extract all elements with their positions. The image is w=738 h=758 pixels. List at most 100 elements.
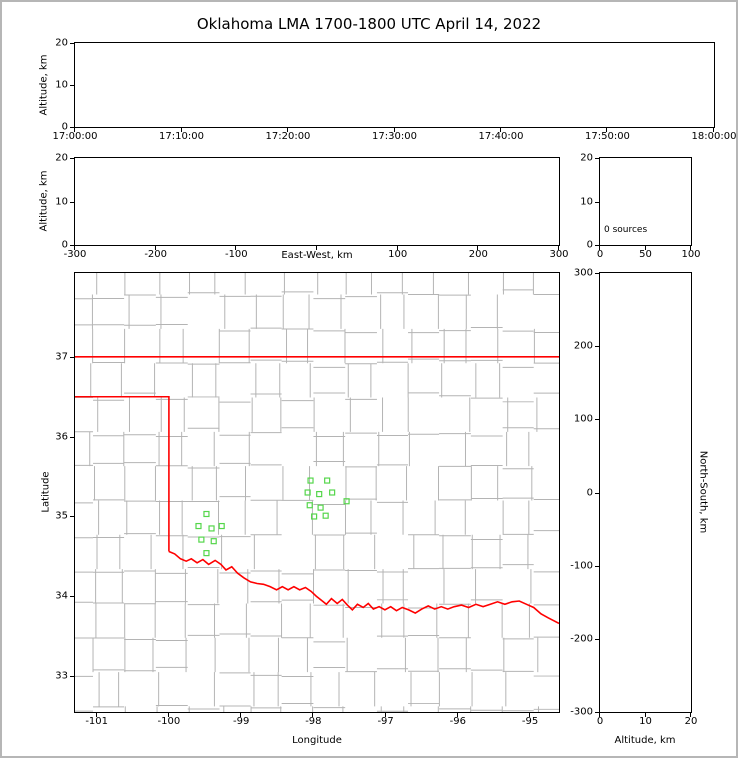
oklahoma-map bbox=[75, 273, 559, 712]
y-tick-mark bbox=[70, 158, 74, 159]
x-tick-label: -100 bbox=[157, 716, 181, 727]
x-tick-label: -101 bbox=[85, 716, 109, 727]
y-tick-mark bbox=[595, 245, 599, 246]
y-tick-mark bbox=[595, 419, 599, 421]
x-tick-label: 100 bbox=[388, 249, 408, 260]
x-tick-mark bbox=[690, 246, 691, 250]
y-tick-label: 34 bbox=[55, 590, 68, 602]
lma-station-marker bbox=[203, 550, 210, 557]
y-tick-mark bbox=[70, 356, 74, 358]
lma-station-marker bbox=[198, 536, 205, 543]
y-tick-mark bbox=[70, 43, 74, 44]
ew-panel-ylabel: Altitude, km bbox=[38, 170, 50, 232]
x-tick-mark bbox=[644, 246, 646, 250]
y-tick-label: 300 bbox=[573, 267, 593, 279]
y-tick-label: 0 bbox=[586, 239, 593, 251]
y-tick-mark bbox=[70, 436, 74, 438]
y-tick-label: -200 bbox=[570, 633, 593, 645]
y-tick-mark bbox=[595, 638, 599, 640]
x-tick-mark bbox=[74, 128, 75, 132]
y-tick-label: 100 bbox=[573, 413, 593, 425]
y-tick-mark bbox=[70, 516, 74, 518]
lma-station-marker bbox=[322, 512, 329, 519]
lma-station-marker bbox=[324, 477, 331, 484]
x-tick-mark bbox=[180, 128, 182, 132]
x-tick-label: -100 bbox=[224, 249, 248, 260]
x-tick-mark bbox=[316, 246, 317, 250]
x-tick-label: 10 bbox=[639, 716, 652, 727]
y-tick-mark bbox=[70, 676, 74, 678]
y-tick-label: 20 bbox=[55, 152, 68, 164]
y-tick-label: 36 bbox=[55, 431, 68, 443]
map-xlabel: Longitude bbox=[292, 735, 342, 746]
x-tick-label: -95 bbox=[521, 716, 539, 727]
x-tick-label: 17:50:00 bbox=[585, 131, 630, 142]
x-tick-label: -97 bbox=[377, 716, 394, 727]
y-tick-label: 0 bbox=[61, 239, 68, 251]
x-tick-mark bbox=[286, 128, 288, 132]
x-tick-label: 50 bbox=[639, 249, 652, 260]
lma-station-marker bbox=[195, 522, 202, 530]
x-tick-mark bbox=[154, 246, 156, 250]
panel-northsouth-altitude: 0 10 20 -300 -200 -100 0 100 200 300 bbox=[570, 268, 697, 728]
x-tick-mark bbox=[644, 713, 646, 717]
y-tick-mark bbox=[70, 245, 74, 246]
y-tick-label: 37 bbox=[55, 351, 68, 363]
y-tick-mark bbox=[595, 158, 599, 159]
x-tick-label: 0 bbox=[596, 249, 604, 260]
y-tick-mark bbox=[595, 565, 599, 567]
lma-station-marker bbox=[317, 504, 324, 511]
y-tick-mark bbox=[70, 85, 74, 86]
lma-station-marker bbox=[203, 510, 210, 518]
lma-station-marker bbox=[306, 502, 313, 509]
lma-station-marker bbox=[311, 513, 318, 520]
y-tick-label: 200 bbox=[573, 340, 593, 352]
x-tick-label: -99 bbox=[232, 716, 250, 727]
y-tick-label: 0 bbox=[61, 121, 68, 133]
lma-station-marker bbox=[210, 538, 217, 545]
x-tick-label: 100 bbox=[681, 249, 701, 260]
x-tick-label: 17:30:00 bbox=[372, 131, 417, 142]
x-tick-label: -98 bbox=[305, 716, 322, 727]
x-tick-label: -200 bbox=[144, 249, 168, 260]
lma-station-marker bbox=[304, 489, 311, 496]
y-tick-mark bbox=[595, 492, 599, 494]
county-boundaries bbox=[75, 273, 559, 712]
panel-eastwest-altitude: -300 -200 -100 100 200 300 0 10 20 bbox=[55, 153, 568, 261]
x-tick-mark bbox=[95, 713, 97, 717]
lma-station-marker bbox=[343, 498, 350, 505]
x-tick-mark bbox=[690, 713, 691, 717]
lma-station-marker bbox=[316, 491, 323, 498]
map-ylabel: Latitude bbox=[40, 471, 52, 513]
x-tick-mark bbox=[384, 713, 386, 717]
x-tick-label: 17:00:00 bbox=[52, 131, 98, 142]
y-tick-mark bbox=[70, 201, 74, 203]
y-tick-label: 0 bbox=[586, 487, 593, 498]
x-tick-label: 17:20:00 bbox=[265, 131, 311, 142]
sources-count-annotation: 0 sources bbox=[604, 225, 648, 235]
y-tick-mark bbox=[595, 346, 599, 348]
y-tick-label: 33 bbox=[55, 670, 68, 682]
y-tick-mark bbox=[595, 201, 599, 203]
y-tick-label: 10 bbox=[55, 196, 68, 207]
y-tick-label: -300 bbox=[570, 706, 593, 718]
lma-station-marker bbox=[218, 522, 225, 530]
x-tick-mark bbox=[456, 713, 458, 717]
panel-altitude-histogram: 0 sources 0 50 100 0 10 20 bbox=[580, 153, 700, 261]
x-tick-mark bbox=[529, 713, 531, 717]
y-tick-mark bbox=[70, 127, 74, 128]
y-tick-label: 20 bbox=[580, 152, 593, 164]
x-tick-mark bbox=[396, 246, 398, 250]
x-tick-label: 0 bbox=[596, 716, 604, 727]
panel-map: -101 -100 -99 -98 -97 -96 -95 33 34 35 36 37 bbox=[55, 272, 560, 727]
time-panel-ylabel: Altitude, km bbox=[38, 54, 50, 116]
x-tick-mark bbox=[713, 128, 714, 132]
x-tick-mark bbox=[312, 713, 314, 717]
figure-title: Oklahoma LMA 1700-1800 UTC April 14, 202… bbox=[196, 15, 542, 33]
y-tick-mark bbox=[70, 596, 74, 598]
x-tick-label: 17:10:00 bbox=[159, 131, 204, 142]
panel-time-altitude: 17:00:00 17:10:00 17:20:00 17:30:00 17:40:00… bbox=[53, 38, 736, 143]
x-tick-mark bbox=[74, 246, 75, 250]
lma-station-marker bbox=[208, 525, 215, 532]
